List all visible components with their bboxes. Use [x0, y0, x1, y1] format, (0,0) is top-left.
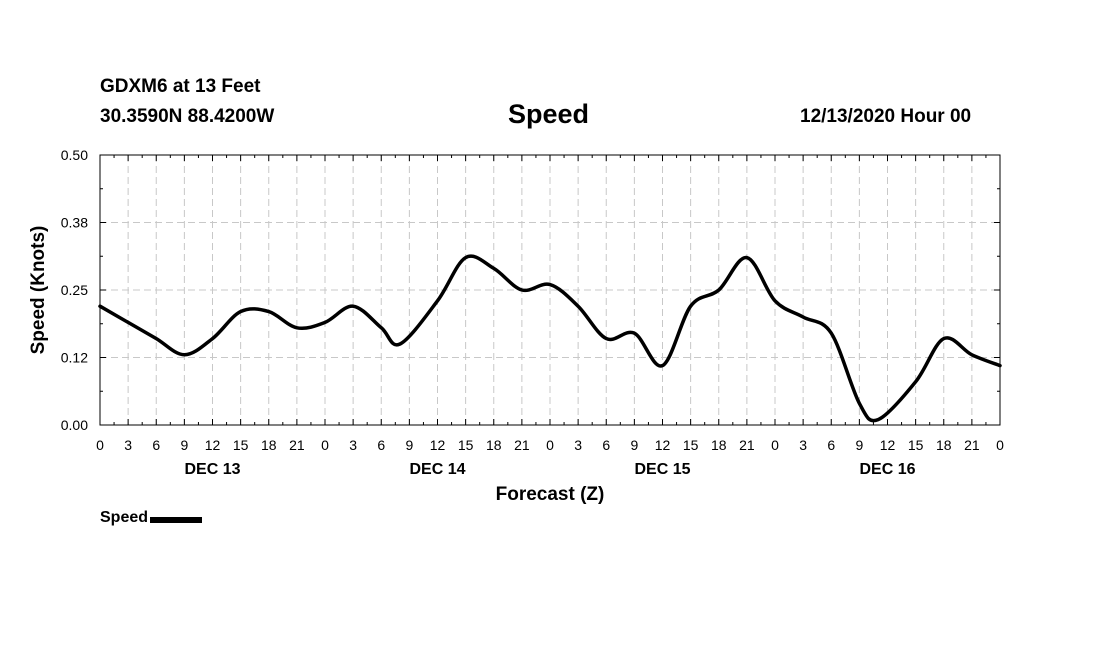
x-tick-label: 6 — [827, 437, 835, 453]
day-label: DEC 16 — [859, 461, 915, 478]
x-tick-label: 9 — [855, 437, 863, 453]
x-tick-label: 0 — [546, 437, 554, 453]
y-axis-label: Speed (Knots) — [28, 226, 49, 355]
x-tick-label: 0 — [96, 437, 104, 453]
series-layer — [98, 254, 1002, 423]
plot-frame — [99, 154, 1001, 426]
x-tick-label: 18 — [261, 437, 277, 453]
x-tick-label: 21 — [964, 437, 980, 453]
y-tick-label: 0.00 — [61, 417, 88, 433]
grid — [100, 155, 1000, 425]
x-tick-label: 0 — [321, 437, 329, 453]
legend-label: Speed — [100, 509, 149, 526]
y-tick-label: 0.12 — [61, 350, 88, 366]
x-tick-label: 15 — [908, 437, 924, 453]
speed-chart: 0 3 6 9 12 15 18 21 0 3 6 9 12 15 18 21 0 3 6 9 12 15 18 21 0 3 6 9… — [28, 147, 1004, 505]
x-tick-label: 18 — [486, 437, 502, 453]
legend: Speed — [100, 509, 203, 527]
y-tick-label: 0.25 — [61, 282, 88, 298]
x-tick-label: 21 — [739, 437, 755, 453]
x-tick-label: 21 — [514, 437, 530, 453]
x-tick-label: 6 — [377, 437, 385, 453]
x-tick-label: 9 — [630, 437, 638, 453]
x-tick-label: 12 — [880, 437, 896, 453]
x-tick-label: 9 — [180, 437, 188, 453]
day-label: DEC 14 — [409, 461, 465, 478]
x-tick-label: 3 — [124, 437, 132, 453]
chart-title: Speed — [508, 99, 590, 129]
x-tick-label: 6 — [602, 437, 610, 453]
x-tick-label: 21 — [289, 437, 305, 453]
x-tick-label: 12 — [430, 437, 446, 453]
x-tick-label: 15 — [233, 437, 249, 453]
y-tick-label: 0.38 — [61, 215, 88, 231]
x-tick-label: 3 — [574, 437, 582, 453]
x-tick-label: 6 — [152, 437, 160, 453]
x-tick-label: 3 — [799, 437, 807, 453]
x-tick-label: 3 — [349, 437, 357, 453]
x-tick-label: 18 — [711, 437, 727, 453]
day-label: DEC 15 — [634, 461, 690, 478]
x-tick-label: 15 — [683, 437, 699, 453]
x-tick-label: 0 — [996, 437, 1004, 453]
day-label: DEC 13 — [184, 461, 240, 478]
x-tick-label: 15 — [458, 437, 474, 453]
x-tick-label: 18 — [936, 437, 952, 453]
y-tick-label: 0.50 — [61, 147, 88, 163]
legend-line-swatch — [150, 516, 203, 523]
forecast-run-label: 12/13/2020 Hour 00 — [800, 106, 972, 127]
tick-labels: 0 3 6 9 12 15 18 21 0 3 6 9 12 15 18 21 0 3 6 9 12 15 18 21 0 3 6 9… — [61, 147, 1004, 478]
x-axis-label: Forecast (Z) — [496, 484, 605, 505]
x-tick-label: 0 — [771, 437, 779, 453]
station-label: GDXM6 at 13 Feet — [100, 76, 261, 97]
x-tick-label: 9 — [405, 437, 413, 453]
coordinates-label: 30.3590N 88.4200W — [100, 106, 275, 127]
x-tick-label: 12 — [205, 437, 221, 453]
x-tick-label: 12 — [655, 437, 671, 453]
series-line-speed — [98, 254, 1002, 423]
